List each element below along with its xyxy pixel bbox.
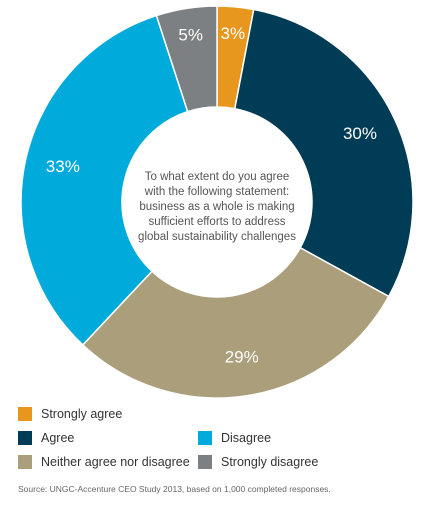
source-note: Source: UNGC-Accenture CEO Study 2013, b…: [18, 484, 331, 494]
legend-swatch-agree: [18, 431, 32, 445]
legend-label-strongly-disagree: Strongly disagree: [221, 455, 319, 469]
legend-item-disagree: Disagree: [198, 431, 271, 445]
legend-item-agree: Agree: [18, 431, 74, 445]
slice-label-neither: 29%: [225, 348, 259, 367]
slice-label-disagree: 33%: [46, 157, 80, 176]
legend-swatch-disagree: [198, 431, 212, 445]
chart-question: To what extent do you agree with the fol…: [138, 171, 296, 243]
legend-item-strongly-disagree: Strongly disagree: [198, 455, 318, 469]
slice-neither: [81, 246, 390, 399]
slice-label-agree: 30%: [343, 124, 377, 143]
slice-strongly-disagree: [155, 5, 218, 113]
legend-item-neither: Neither agree nor disagree: [18, 455, 190, 469]
legend-item-strongly-agree: Strongly agree: [18, 407, 122, 421]
legend-label-disagree: Disagree: [221, 431, 272, 445]
slice-label-strongly-disagree: 5%: [178, 26, 203, 45]
legend-label-neither: Neither agree nor disagree: [41, 455, 190, 469]
slice-agree: [233, 8, 414, 298]
slice-label-strongly-agree: 3%: [221, 24, 246, 43]
legend-swatch-strongly-disagree: [198, 455, 212, 469]
legend-label-strongly-agree: Strongly agree: [41, 407, 123, 421]
legend-label-agree: Agree: [41, 431, 75, 445]
legend-swatch-neither: [18, 455, 32, 469]
donut-chart: 3% 30% 29% 33% 5%: [20, 5, 414, 399]
slice-disagree: [20, 14, 189, 346]
chart-legend: Strongly agree Agree Disagree Neither ag…: [18, 407, 418, 475]
legend-swatch-strongly-agree: [18, 407, 32, 421]
